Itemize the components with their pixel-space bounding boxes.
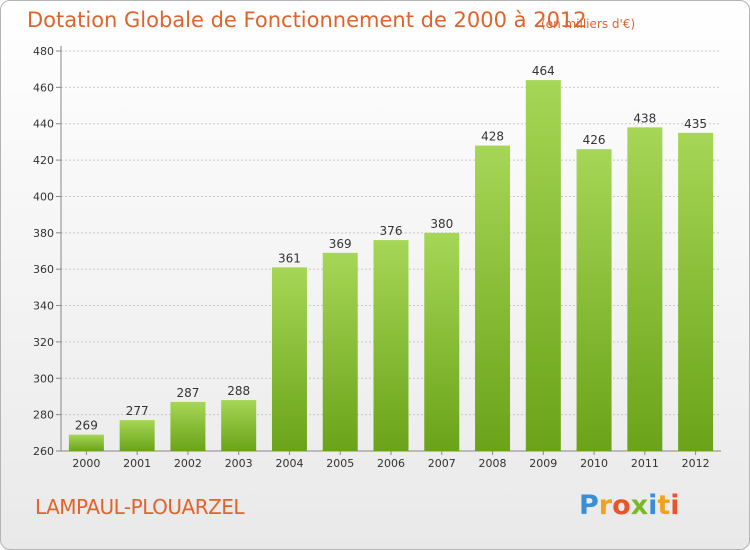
bar-2008 xyxy=(475,145,511,451)
bar-2002 xyxy=(170,401,206,451)
x-tick-label: 2009 xyxy=(529,457,557,470)
bar-2004 xyxy=(271,267,307,451)
logo-letter: t xyxy=(657,490,671,521)
bar-2001 xyxy=(119,420,155,451)
bar-2010 xyxy=(576,149,612,451)
x-tick-label: 2004 xyxy=(275,457,303,470)
data-label: 288 xyxy=(227,384,250,398)
y-tick-label: 280 xyxy=(33,409,54,422)
x-tick-label: 2003 xyxy=(225,457,253,470)
y-tick-label: 440 xyxy=(33,118,54,131)
x-tick-label: 2001 xyxy=(123,457,151,470)
y-tick-label: 480 xyxy=(33,45,54,58)
x-tick-label: 2008 xyxy=(479,457,507,470)
data-label: 438 xyxy=(633,111,656,125)
y-tick-label: 420 xyxy=(33,154,54,167)
data-label: 269 xyxy=(75,419,98,433)
commune-name: LAMPAUL-PLOUARZEL xyxy=(35,495,245,519)
y-tick-label: 380 xyxy=(33,227,54,240)
bar-2011 xyxy=(627,127,663,451)
data-label: 426 xyxy=(583,133,606,147)
logo-letter: r xyxy=(598,490,613,521)
bar-2000 xyxy=(68,434,104,451)
proxiti-logo: Proxiti xyxy=(579,490,680,521)
bar-2003 xyxy=(221,400,257,451)
x-tick-label: 2012 xyxy=(682,457,710,470)
data-label: 361 xyxy=(278,251,301,265)
chart-title: Dotation Globale de Fonctionnement de 20… xyxy=(27,8,587,32)
y-tick-label: 300 xyxy=(33,372,54,385)
bar-2007 xyxy=(424,232,460,451)
data-label: 380 xyxy=(430,217,453,231)
x-tick-label: 2007 xyxy=(428,457,456,470)
y-tick-label: 360 xyxy=(33,263,54,276)
data-label: 287 xyxy=(176,386,199,400)
data-label: 464 xyxy=(532,64,555,78)
data-label: 428 xyxy=(481,130,504,144)
logo-letter: o xyxy=(612,490,631,521)
y-tick-label: 340 xyxy=(33,300,54,313)
bar-2009 xyxy=(525,80,561,451)
x-tick-label: 2006 xyxy=(377,457,405,470)
x-tick-label: 2002 xyxy=(174,457,202,470)
data-label: 277 xyxy=(126,404,149,418)
y-tick-label: 460 xyxy=(33,81,54,94)
logo-letter: i xyxy=(670,490,680,521)
x-tick-label: 2000 xyxy=(72,457,100,470)
x-tick-label: 2011 xyxy=(631,457,659,470)
logo-letter: x xyxy=(630,490,649,521)
data-label: 435 xyxy=(684,117,707,131)
y-tick-label: 320 xyxy=(33,336,54,349)
chart-subtitle: (en milliers d'€) xyxy=(541,17,636,31)
logo-letter: i xyxy=(648,490,658,521)
y-tick-label: 400 xyxy=(33,190,54,203)
y-tick-label: 260 xyxy=(33,445,54,458)
x-tick-label: 2005 xyxy=(326,457,354,470)
x-tick-label: 2010 xyxy=(580,457,608,470)
data-label: 376 xyxy=(380,224,403,238)
bar-2005 xyxy=(322,252,358,451)
bar-2006 xyxy=(373,240,409,451)
logo-letter: P xyxy=(579,490,599,521)
data-label: 369 xyxy=(329,237,352,251)
bar-2012 xyxy=(678,132,714,451)
